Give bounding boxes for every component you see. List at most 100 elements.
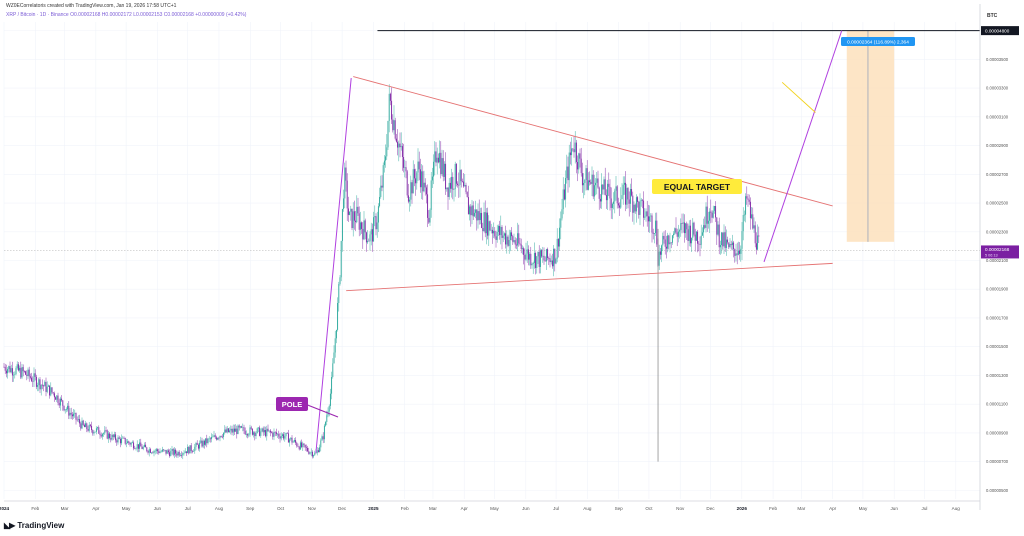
candle-body bbox=[405, 167, 407, 172]
candle-body bbox=[247, 434, 249, 436]
candle-body bbox=[81, 420, 83, 429]
x-tick-label: Sep bbox=[615, 506, 624, 511]
candle-body bbox=[446, 187, 448, 190]
candle-body bbox=[389, 93, 391, 101]
candle-body bbox=[286, 432, 288, 434]
candle-body bbox=[749, 201, 751, 219]
x-tick-label: Mar bbox=[797, 506, 805, 511]
candle-body bbox=[319, 447, 321, 453]
candle-body bbox=[416, 172, 418, 184]
candle-body bbox=[655, 220, 657, 234]
candle-body bbox=[533, 252, 535, 263]
candle-body bbox=[183, 452, 185, 454]
candle-body bbox=[743, 214, 745, 216]
candle-body bbox=[23, 371, 25, 372]
candle-body bbox=[518, 233, 520, 244]
candle-body bbox=[133, 442, 135, 449]
candle-body bbox=[4, 366, 6, 371]
candle-body bbox=[242, 427, 244, 428]
candle-body bbox=[485, 212, 487, 234]
candle-body bbox=[332, 363, 334, 378]
candle-body bbox=[611, 203, 613, 208]
candle-body bbox=[627, 187, 629, 200]
candle-body bbox=[730, 244, 732, 246]
candle-body bbox=[625, 182, 627, 205]
candle-body bbox=[484, 212, 486, 234]
candle-body bbox=[535, 252, 537, 268]
candle-body bbox=[76, 419, 78, 421]
candle-body bbox=[296, 442, 298, 447]
tradingview-logo[interactable]: ◣▶ TradingView bbox=[4, 521, 64, 530]
candle-body bbox=[152, 452, 154, 454]
candle-body bbox=[358, 213, 360, 230]
candle-body bbox=[146, 447, 148, 451]
candle-body bbox=[117, 437, 119, 443]
candle-body bbox=[440, 152, 442, 175]
candle-body bbox=[537, 251, 539, 257]
candle-body bbox=[623, 182, 625, 185]
x-tick-label: 2025 bbox=[368, 506, 379, 511]
candle-body bbox=[127, 441, 129, 444]
candle-body bbox=[692, 222, 694, 238]
candle-body bbox=[757, 235, 759, 250]
candle-body bbox=[278, 433, 280, 437]
candle-body bbox=[502, 235, 504, 238]
candle-body bbox=[674, 228, 676, 234]
candle-body bbox=[148, 449, 150, 453]
candle-body bbox=[423, 182, 425, 192]
candle-body bbox=[587, 180, 589, 190]
candle-body bbox=[149, 449, 151, 453]
candle-body bbox=[748, 199, 750, 202]
brand-name: TradingView bbox=[17, 521, 65, 530]
candle-body bbox=[713, 206, 715, 211]
symbol-ohlc-line: XRP / Bitcoin · 1D · Binance O0.00002168… bbox=[6, 12, 247, 18]
current-price-tag-bg bbox=[981, 245, 1019, 259]
candle-body bbox=[465, 184, 467, 193]
candle-body bbox=[340, 240, 342, 278]
candle-body bbox=[193, 451, 195, 452]
candle-body bbox=[287, 433, 289, 443]
candle-body bbox=[434, 151, 436, 162]
pole-pointer bbox=[304, 403, 339, 418]
x-tick-label: Apr bbox=[461, 506, 469, 511]
candle-body bbox=[663, 235, 665, 240]
candle-body bbox=[429, 209, 431, 223]
candle-body bbox=[505, 233, 507, 245]
candle-body bbox=[98, 427, 100, 434]
candle-body bbox=[374, 216, 376, 218]
candle-body bbox=[255, 432, 257, 437]
x-tick-label: Dec bbox=[706, 506, 715, 511]
candle-body bbox=[754, 225, 756, 244]
candle-body bbox=[529, 253, 531, 260]
candle-body bbox=[431, 176, 433, 181]
candle-body bbox=[87, 429, 89, 431]
equal-target-label: EQUAL TARGET bbox=[664, 182, 731, 192]
candle-body bbox=[59, 398, 61, 406]
candle-body bbox=[634, 204, 636, 212]
candle-body bbox=[391, 100, 393, 120]
x-tick-label: Oct bbox=[277, 506, 285, 511]
candle-body bbox=[179, 455, 181, 456]
candle-body bbox=[139, 442, 141, 449]
candle-body bbox=[167, 450, 169, 453]
candle-body bbox=[633, 204, 635, 213]
candle-body bbox=[579, 153, 581, 159]
candle-body bbox=[491, 229, 493, 234]
x-tick-label: Nov bbox=[308, 506, 317, 511]
candle-body bbox=[699, 244, 701, 245]
candle-body bbox=[561, 209, 563, 219]
candle-body bbox=[622, 184, 624, 196]
candle-body bbox=[346, 180, 348, 209]
candle-body bbox=[310, 451, 312, 453]
candle-body bbox=[681, 223, 683, 224]
candle-body bbox=[394, 120, 396, 139]
candle-body bbox=[122, 437, 124, 439]
candle-body bbox=[34, 373, 36, 377]
candle-body bbox=[188, 446, 190, 454]
candle-body bbox=[176, 453, 178, 456]
candle-body bbox=[269, 430, 271, 433]
candle-body bbox=[292, 441, 294, 443]
candle-body bbox=[455, 163, 457, 184]
candle-body bbox=[755, 243, 757, 250]
